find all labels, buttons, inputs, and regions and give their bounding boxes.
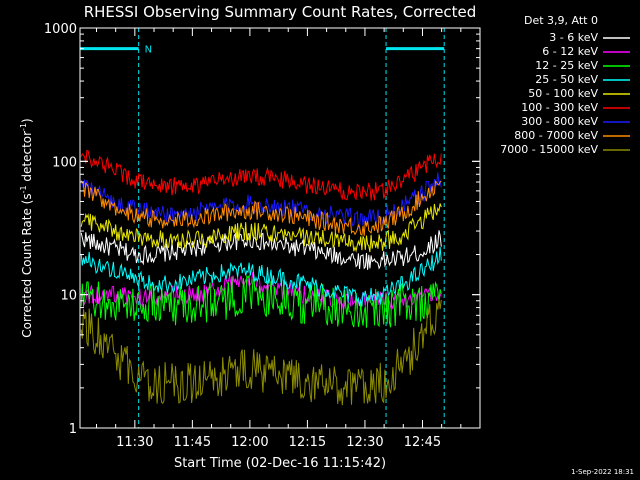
y-tick-label: 1 (69, 422, 77, 437)
legend-label: 7000 - 15000 keV (500, 143, 598, 156)
plot-frame (79, 27, 481, 429)
x-tick-label: 11:30 (116, 435, 153, 450)
axes: 1 10 100 1000 11:30 11:45 12:00 12:15 12:30 12:45 (44, 22, 481, 450)
legend-label: 25 - 50 keV (535, 73, 598, 86)
y-label-mid: detector (20, 131, 34, 186)
legend-header: Det 3,9, Att 0 (524, 14, 598, 27)
legend-label: 3 - 6 keV (549, 31, 598, 44)
series-lines (80, 149, 442, 406)
y-tick-label: 1000 (44, 22, 77, 37)
legend-label: 300 - 800 keV (521, 115, 598, 128)
y-label-end: ) (20, 118, 34, 123)
y-tick-label: 10 (60, 289, 77, 304)
series-line (80, 180, 442, 236)
legend-label: 50 - 100 keV (528, 87, 598, 100)
y-label-sup1: -1 (19, 185, 28, 193)
legend-label: 800 - 7000 keV (514, 129, 598, 142)
x-tick-label: 12:45 (404, 435, 441, 450)
x-tick-label: 12:30 (346, 435, 383, 450)
y-label-sup2: -1 (19, 123, 28, 131)
series-line (80, 149, 442, 201)
series-line (80, 247, 442, 307)
y-axis-label: Corrected Count Rate (s-1 detector-1) (19, 118, 34, 337)
chart-title: RHESSI Observing Summary Count Rates, Co… (84, 3, 477, 21)
night-intervals: N (79, 28, 445, 428)
legend-label: 12 - 25 keV (535, 59, 598, 72)
series-line (80, 203, 442, 253)
series-line (80, 230, 442, 270)
x-axis-label: Start Time (02-Dec-16 11:15:42) (174, 456, 386, 471)
series-line (80, 299, 442, 406)
legend-label: 6 - 12 keV (542, 45, 598, 58)
x-tick-label: 12:00 (231, 435, 268, 450)
legend-label: 100 - 300 keV (521, 101, 598, 114)
y-label-main: Corrected Count Rate (s (20, 193, 34, 337)
timestamp: 1-Sep-2022 18:31 (571, 468, 634, 476)
y-tick-label: 100 (52, 155, 77, 170)
x-tick-label: 12:15 (289, 435, 326, 450)
night-label: N (145, 45, 152, 56)
x-tick-label: 11:45 (174, 435, 211, 450)
series-line (80, 172, 442, 229)
